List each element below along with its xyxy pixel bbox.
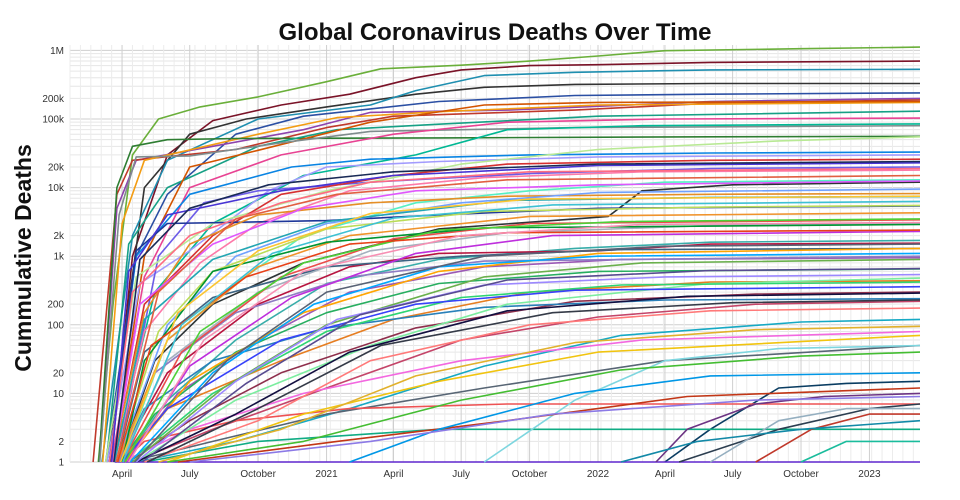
series-line bbox=[119, 268, 921, 463]
series-line bbox=[116, 188, 921, 463]
series-line bbox=[110, 117, 921, 463]
series-line bbox=[97, 46, 921, 463]
series-line bbox=[128, 344, 921, 463]
series-line bbox=[483, 344, 921, 463]
x-tick-label: October bbox=[240, 469, 276, 480]
x-tick-label: April bbox=[655, 469, 675, 480]
series-line bbox=[620, 419, 921, 463]
series-lines bbox=[92, 46, 921, 463]
series-line bbox=[146, 299, 921, 463]
x-tick-label: 2022 bbox=[587, 469, 610, 480]
series-line bbox=[141, 267, 921, 463]
series-line bbox=[664, 380, 921, 463]
series-line bbox=[167, 351, 921, 463]
series-line bbox=[101, 101, 921, 463]
series-line bbox=[128, 291, 921, 463]
series-line bbox=[126, 230, 921, 463]
series-line bbox=[111, 192, 921, 463]
series-line bbox=[128, 221, 921, 463]
series-line bbox=[655, 392, 921, 463]
series-line bbox=[128, 281, 921, 463]
series-line bbox=[189, 395, 921, 463]
y-tick-label: 20 bbox=[53, 368, 65, 379]
y-tick-label: 200k bbox=[42, 94, 65, 105]
series-line bbox=[98, 135, 921, 463]
x-tick-label: 2021 bbox=[315, 469, 338, 480]
series-line bbox=[115, 174, 921, 463]
chart-title: Global Coronavirus Deaths Over Time bbox=[278, 19, 711, 46]
series-line bbox=[113, 169, 921, 463]
y-tick-label: 20k bbox=[48, 162, 65, 173]
series-line bbox=[92, 99, 921, 463]
series-line bbox=[124, 218, 921, 463]
x-tick-label: July bbox=[181, 469, 199, 480]
y-tick-label: 10k bbox=[48, 183, 65, 194]
series-line bbox=[121, 223, 921, 463]
series-line bbox=[755, 413, 920, 463]
x-tick-labels: April July October 2021 April July October 2022… bbox=[112, 469, 881, 480]
y-tick-label: 1 bbox=[58, 458, 64, 469]
series-line bbox=[112, 158, 921, 463]
x-tick-label: 2023 bbox=[858, 469, 881, 480]
series-line bbox=[167, 334, 921, 463]
x-tick-label: October bbox=[512, 469, 548, 480]
y-tick-label: 2k bbox=[53, 231, 65, 242]
series-line bbox=[135, 292, 921, 463]
y-tick-label: 100k bbox=[42, 115, 65, 126]
series-line bbox=[116, 229, 921, 463]
y-tick-label: 2 bbox=[58, 437, 64, 448]
y-tick-label: 200 bbox=[47, 300, 64, 311]
y-tick-label: 100 bbox=[47, 320, 64, 331]
series-line bbox=[709, 407, 920, 463]
series-line bbox=[110, 162, 921, 463]
series-line bbox=[124, 247, 921, 463]
series-line bbox=[118, 181, 921, 463]
series-line bbox=[105, 110, 921, 463]
series-line bbox=[122, 200, 921, 463]
series-line bbox=[121, 239, 921, 463]
y-tick-labels: 1 2 10 20 100 200 1k 2k 10k 20k 100k 200k 1M bbox=[42, 46, 65, 469]
series-line bbox=[101, 68, 921, 463]
series-line bbox=[112, 180, 921, 463]
y-tick-label: 10 bbox=[53, 389, 65, 400]
series-line bbox=[104, 136, 921, 463]
series-line bbox=[108, 205, 921, 463]
x-tick-label: April bbox=[383, 469, 403, 480]
x-tick-label: April bbox=[112, 469, 132, 480]
series-line bbox=[119, 195, 921, 463]
x-tick-label: October bbox=[783, 469, 819, 480]
series-line bbox=[108, 151, 921, 463]
series-line bbox=[129, 252, 921, 463]
x-tick-label: July bbox=[724, 469, 742, 480]
series-line bbox=[349, 372, 921, 463]
series-line bbox=[108, 167, 921, 463]
series-line bbox=[144, 307, 921, 463]
series-line bbox=[116, 204, 921, 463]
x-tick-label: July bbox=[452, 469, 470, 480]
series-line bbox=[135, 277, 921, 463]
series-line bbox=[104, 92, 921, 463]
series-line bbox=[134, 243, 921, 463]
series-line bbox=[113, 160, 921, 463]
y-tick-label: 1k bbox=[53, 252, 65, 263]
series-line bbox=[131, 258, 921, 463]
series-line bbox=[112, 100, 921, 463]
y-axis-label: Cummulative Deaths bbox=[10, 144, 36, 372]
y-tick-label: 1M bbox=[50, 46, 64, 57]
series-line bbox=[106, 154, 921, 463]
series-line bbox=[800, 440, 920, 463]
series-line bbox=[158, 325, 921, 463]
series-line bbox=[678, 403, 921, 463]
